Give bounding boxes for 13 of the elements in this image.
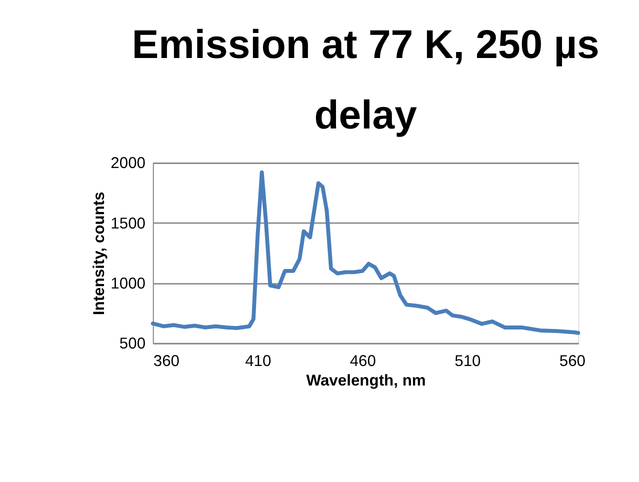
x-tick-label: 410 [245, 353, 272, 370]
chart-title: Emission at 77 K, 250 µs delay [132, 22, 600, 138]
x-tick-label: 560 [559, 353, 586, 370]
y-tick-label: 1500 [110, 215, 146, 232]
x-axis-title: Wavelength, nm [306, 372, 426, 390]
x-tick-label: 460 [350, 353, 376, 370]
y-tick-label: 2000 [110, 155, 146, 172]
line-series [150, 170, 580, 335]
y-tick-label: 500 [119, 336, 146, 352]
x-tick-label: 360 [153, 353, 180, 370]
x-tick-label: 510 [454, 353, 482, 370]
y-tick-label: 1000 [110, 275, 146, 292]
y-axis-title: Intensity, counts [90, 191, 108, 316]
